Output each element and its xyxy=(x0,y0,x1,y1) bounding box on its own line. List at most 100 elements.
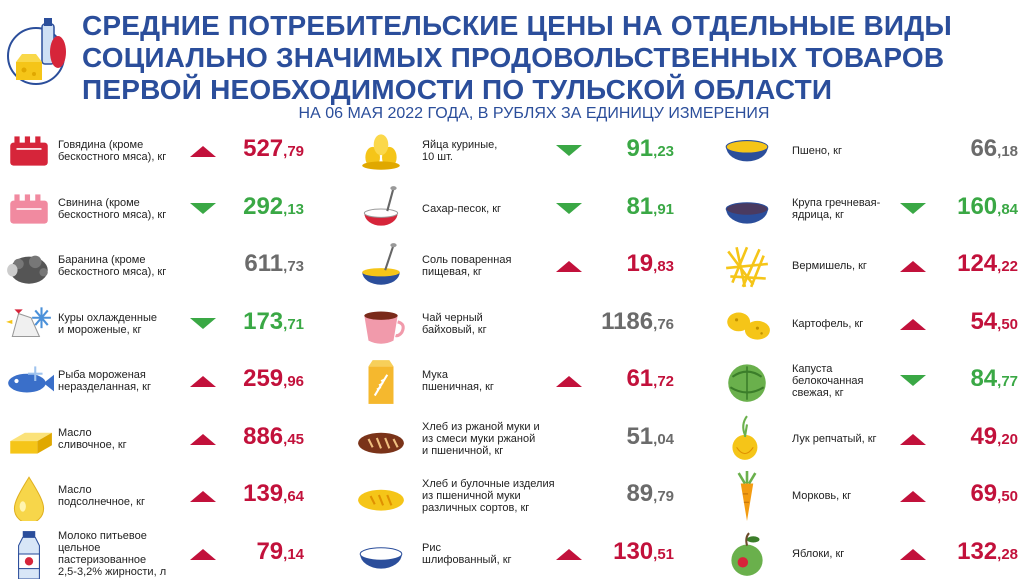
fish-icon xyxy=(4,356,54,406)
product-label: Капуста белокочанная свежая, кг xyxy=(792,363,864,399)
rye-bread-icon xyxy=(356,414,406,464)
price-separator: , xyxy=(997,373,1002,390)
price-integer: 527 xyxy=(243,135,284,162)
price-decimal: 77 xyxy=(1001,373,1018,390)
page-subtitle: НА 06 МАЯ 2022 ГОДА, В РУБЛЯХ ЗА ЕДИНИЦУ… xyxy=(298,105,770,122)
carrot-icon xyxy=(722,471,772,521)
trend-down-icon xyxy=(188,317,218,331)
price-value: 84,77 xyxy=(970,364,1018,397)
price-integer: 54 xyxy=(970,307,998,335)
product-label: Молоко питьевое цельное пастеризованное … xyxy=(58,529,167,578)
product-label: Говядина (кроме бескостного мяса), кг xyxy=(58,139,167,163)
price-integer: 292 xyxy=(243,192,284,220)
price-value: 66,18 xyxy=(970,134,1018,167)
price-separator: , xyxy=(283,488,288,505)
price-separator: , xyxy=(997,488,1002,505)
price-separator: , xyxy=(653,315,658,333)
price-separator: , xyxy=(283,315,288,333)
price-item: Баранина (кроме бескостного мяса), кг 611… xyxy=(4,237,314,295)
price-decimal: 50 xyxy=(1001,315,1018,333)
price-value: 54,50 xyxy=(970,307,1018,340)
price-integer: 130 xyxy=(613,537,654,565)
price-decimal: 71 xyxy=(287,315,304,333)
product-label: Рис шлифованный, кг xyxy=(422,541,512,566)
product-label: Яйца куриные, 10 шт. xyxy=(422,139,498,163)
price-integer: 66 xyxy=(970,135,998,162)
price-separator: , xyxy=(283,430,288,448)
price-separator: , xyxy=(997,315,1002,333)
price-decimal: 28 xyxy=(1001,545,1018,563)
price-integer: 886 xyxy=(243,422,284,450)
potato-icon xyxy=(722,299,772,349)
product-label: Яблоки, кг xyxy=(792,547,845,560)
trend-up-icon xyxy=(898,259,928,273)
price-decimal: 91 xyxy=(657,200,674,218)
price-separator: , xyxy=(997,430,1002,448)
product-label: Соль поваренная пищевая, кг xyxy=(422,254,512,278)
price-item: Лук репчатый, кг 49,20 xyxy=(722,410,1028,468)
price-separator: , xyxy=(997,200,1002,218)
price-item: Сахар-песок, кг 81,91 xyxy=(356,180,684,238)
buckwheat-bowl-icon xyxy=(722,184,772,234)
price-decimal: 18 xyxy=(1001,143,1018,160)
trend-down-icon xyxy=(898,374,928,388)
price-item: Яйца куриные, 10 шт. 91,23 xyxy=(356,122,684,180)
trend-up-icon xyxy=(898,547,928,561)
price-integer: 259 xyxy=(243,365,284,392)
price-item: Картофель, кг 54,50 xyxy=(722,295,1028,353)
trend-up-icon xyxy=(898,317,928,331)
pasta-icon xyxy=(722,241,772,291)
price-separator: , xyxy=(283,258,288,275)
product-label: Хлеб из ржаной муки и из смеси муки ржан… xyxy=(422,420,540,457)
pork-icon xyxy=(4,184,54,234)
product-label: Пшено, кг xyxy=(792,145,842,157)
product-label: Свинина (кроме бескостного мяса), кг xyxy=(58,196,167,221)
price-separator: , xyxy=(997,143,1002,160)
price-decimal: 79 xyxy=(287,143,304,160)
rice-bowl-icon xyxy=(356,529,406,579)
price-decimal: 64 xyxy=(287,488,304,505)
price-integer: 51 xyxy=(626,422,654,450)
price-item: Хлеб из ржаной муки и из смеси муки ржан… xyxy=(356,410,684,468)
price-value: 61,72 xyxy=(626,364,674,397)
price-separator: , xyxy=(653,430,658,448)
price-value: 611,73 xyxy=(244,249,304,282)
price-integer: 91 xyxy=(626,135,654,162)
price-decimal: 72 xyxy=(657,373,674,390)
product-label: Крупа гречневая- ядрица, кг xyxy=(792,196,881,221)
price-separator: , xyxy=(653,488,658,505)
price-integer: 160 xyxy=(957,192,998,220)
trend-up-icon xyxy=(554,547,584,561)
price-value: 51,04 xyxy=(626,422,674,455)
trend-down-icon xyxy=(898,202,928,216)
price-separator: , xyxy=(653,143,658,160)
price-integer: 132 xyxy=(957,537,998,565)
beef-icon xyxy=(4,126,54,176)
price-item: Говядина (кроме бескостного мяса), кг 527… xyxy=(4,122,314,180)
price-value: 81,91 xyxy=(626,192,674,225)
millet-bowl-icon xyxy=(722,126,772,176)
price-item: Капуста белокочанная свежая, кг 84,77 xyxy=(722,352,1028,410)
price-separator: , xyxy=(653,373,658,390)
title-line-1: СРЕДНИЕ ПОТРЕБИТЕЛЬСКИЕ ЦЕНЫ НА ОТДЕЛЬНЫ… xyxy=(82,10,953,41)
product-label: Морковь, кг xyxy=(792,490,852,502)
price-decimal: 84 xyxy=(1001,200,1018,218)
price-value: 91,23 xyxy=(626,134,674,167)
trend-down-icon xyxy=(188,202,218,216)
price-item: Рыба мороженая неразделанная, кг 259,96 xyxy=(4,352,314,410)
price-item: Соль поваренная пищевая, кг 19,83 xyxy=(356,237,684,295)
price-item: Рис шлифованный, кг 130,51 xyxy=(356,525,684,583)
price-decimal: 20 xyxy=(1001,430,1018,448)
eggs-icon xyxy=(356,126,406,176)
onion-icon xyxy=(722,414,772,464)
product-label: Масло подсолнечное, кг xyxy=(58,484,145,508)
oil-drop-icon xyxy=(4,471,54,524)
price-decimal: 76 xyxy=(657,315,674,333)
trend-down-icon xyxy=(554,144,584,158)
product-label: Сахар-песок, кг xyxy=(422,202,502,215)
apple-icon xyxy=(722,529,772,579)
product-label: Куры охлажденные и мороженые, кг xyxy=(58,311,157,336)
product-label: Картофель, кг xyxy=(792,317,864,330)
price-value: 139,64 xyxy=(243,479,304,512)
price-separator: , xyxy=(997,258,1002,275)
